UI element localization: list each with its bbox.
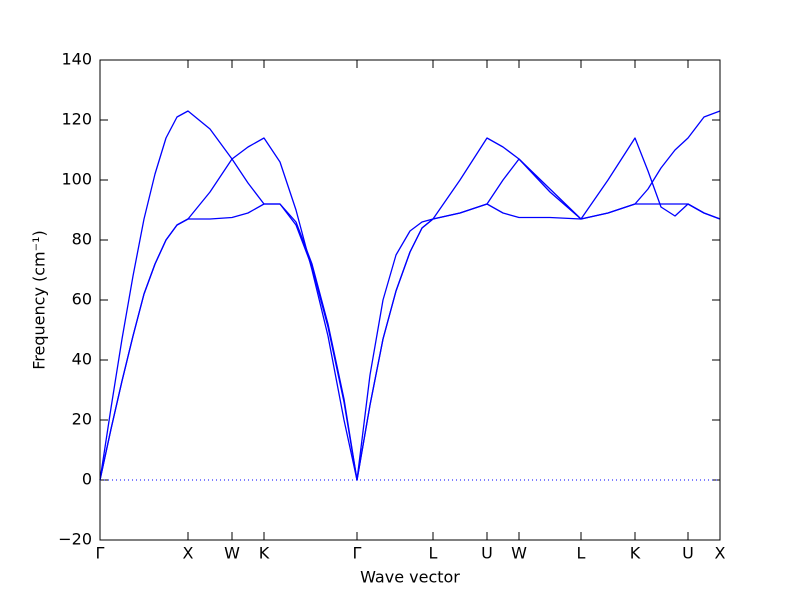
x-tick-label: K — [630, 544, 641, 563]
y-tick-label: 20 — [72, 410, 92, 429]
y-tick-label: 120 — [61, 110, 92, 129]
y-tick-label: 100 — [61, 170, 92, 189]
x-tick-label: W — [224, 544, 240, 563]
y-tick-label: 60 — [72, 290, 92, 309]
y-tick-label: 0 — [82, 470, 92, 489]
x-tick-label: X — [183, 544, 194, 563]
x-tick-label: Γ — [353, 544, 362, 563]
x-tick-label: W — [511, 544, 527, 563]
x-tick-label: Γ — [96, 544, 105, 563]
y-tick-label: 140 — [61, 50, 92, 69]
band-line — [99, 110, 721, 481]
band-line — [99, 110, 721, 481]
x-tick-label: U — [481, 544, 493, 563]
x-tick-label: X — [715, 544, 726, 563]
x-axis-label: Wave vector — [360, 568, 460, 587]
y-axis-label: Frequency (cm⁻¹) — [30, 230, 49, 369]
band-line — [99, 203, 721, 481]
x-tick-label: L — [429, 544, 438, 563]
x-tick-label: K — [259, 544, 270, 563]
y-tick-label: 40 — [72, 350, 92, 369]
x-tick-label: U — [682, 544, 694, 563]
x-tick-label: L — [577, 544, 586, 563]
y-tick-label: −20 — [58, 530, 92, 549]
y-tick-label: 80 — [72, 230, 92, 249]
plot-frame — [99, 59, 721, 541]
